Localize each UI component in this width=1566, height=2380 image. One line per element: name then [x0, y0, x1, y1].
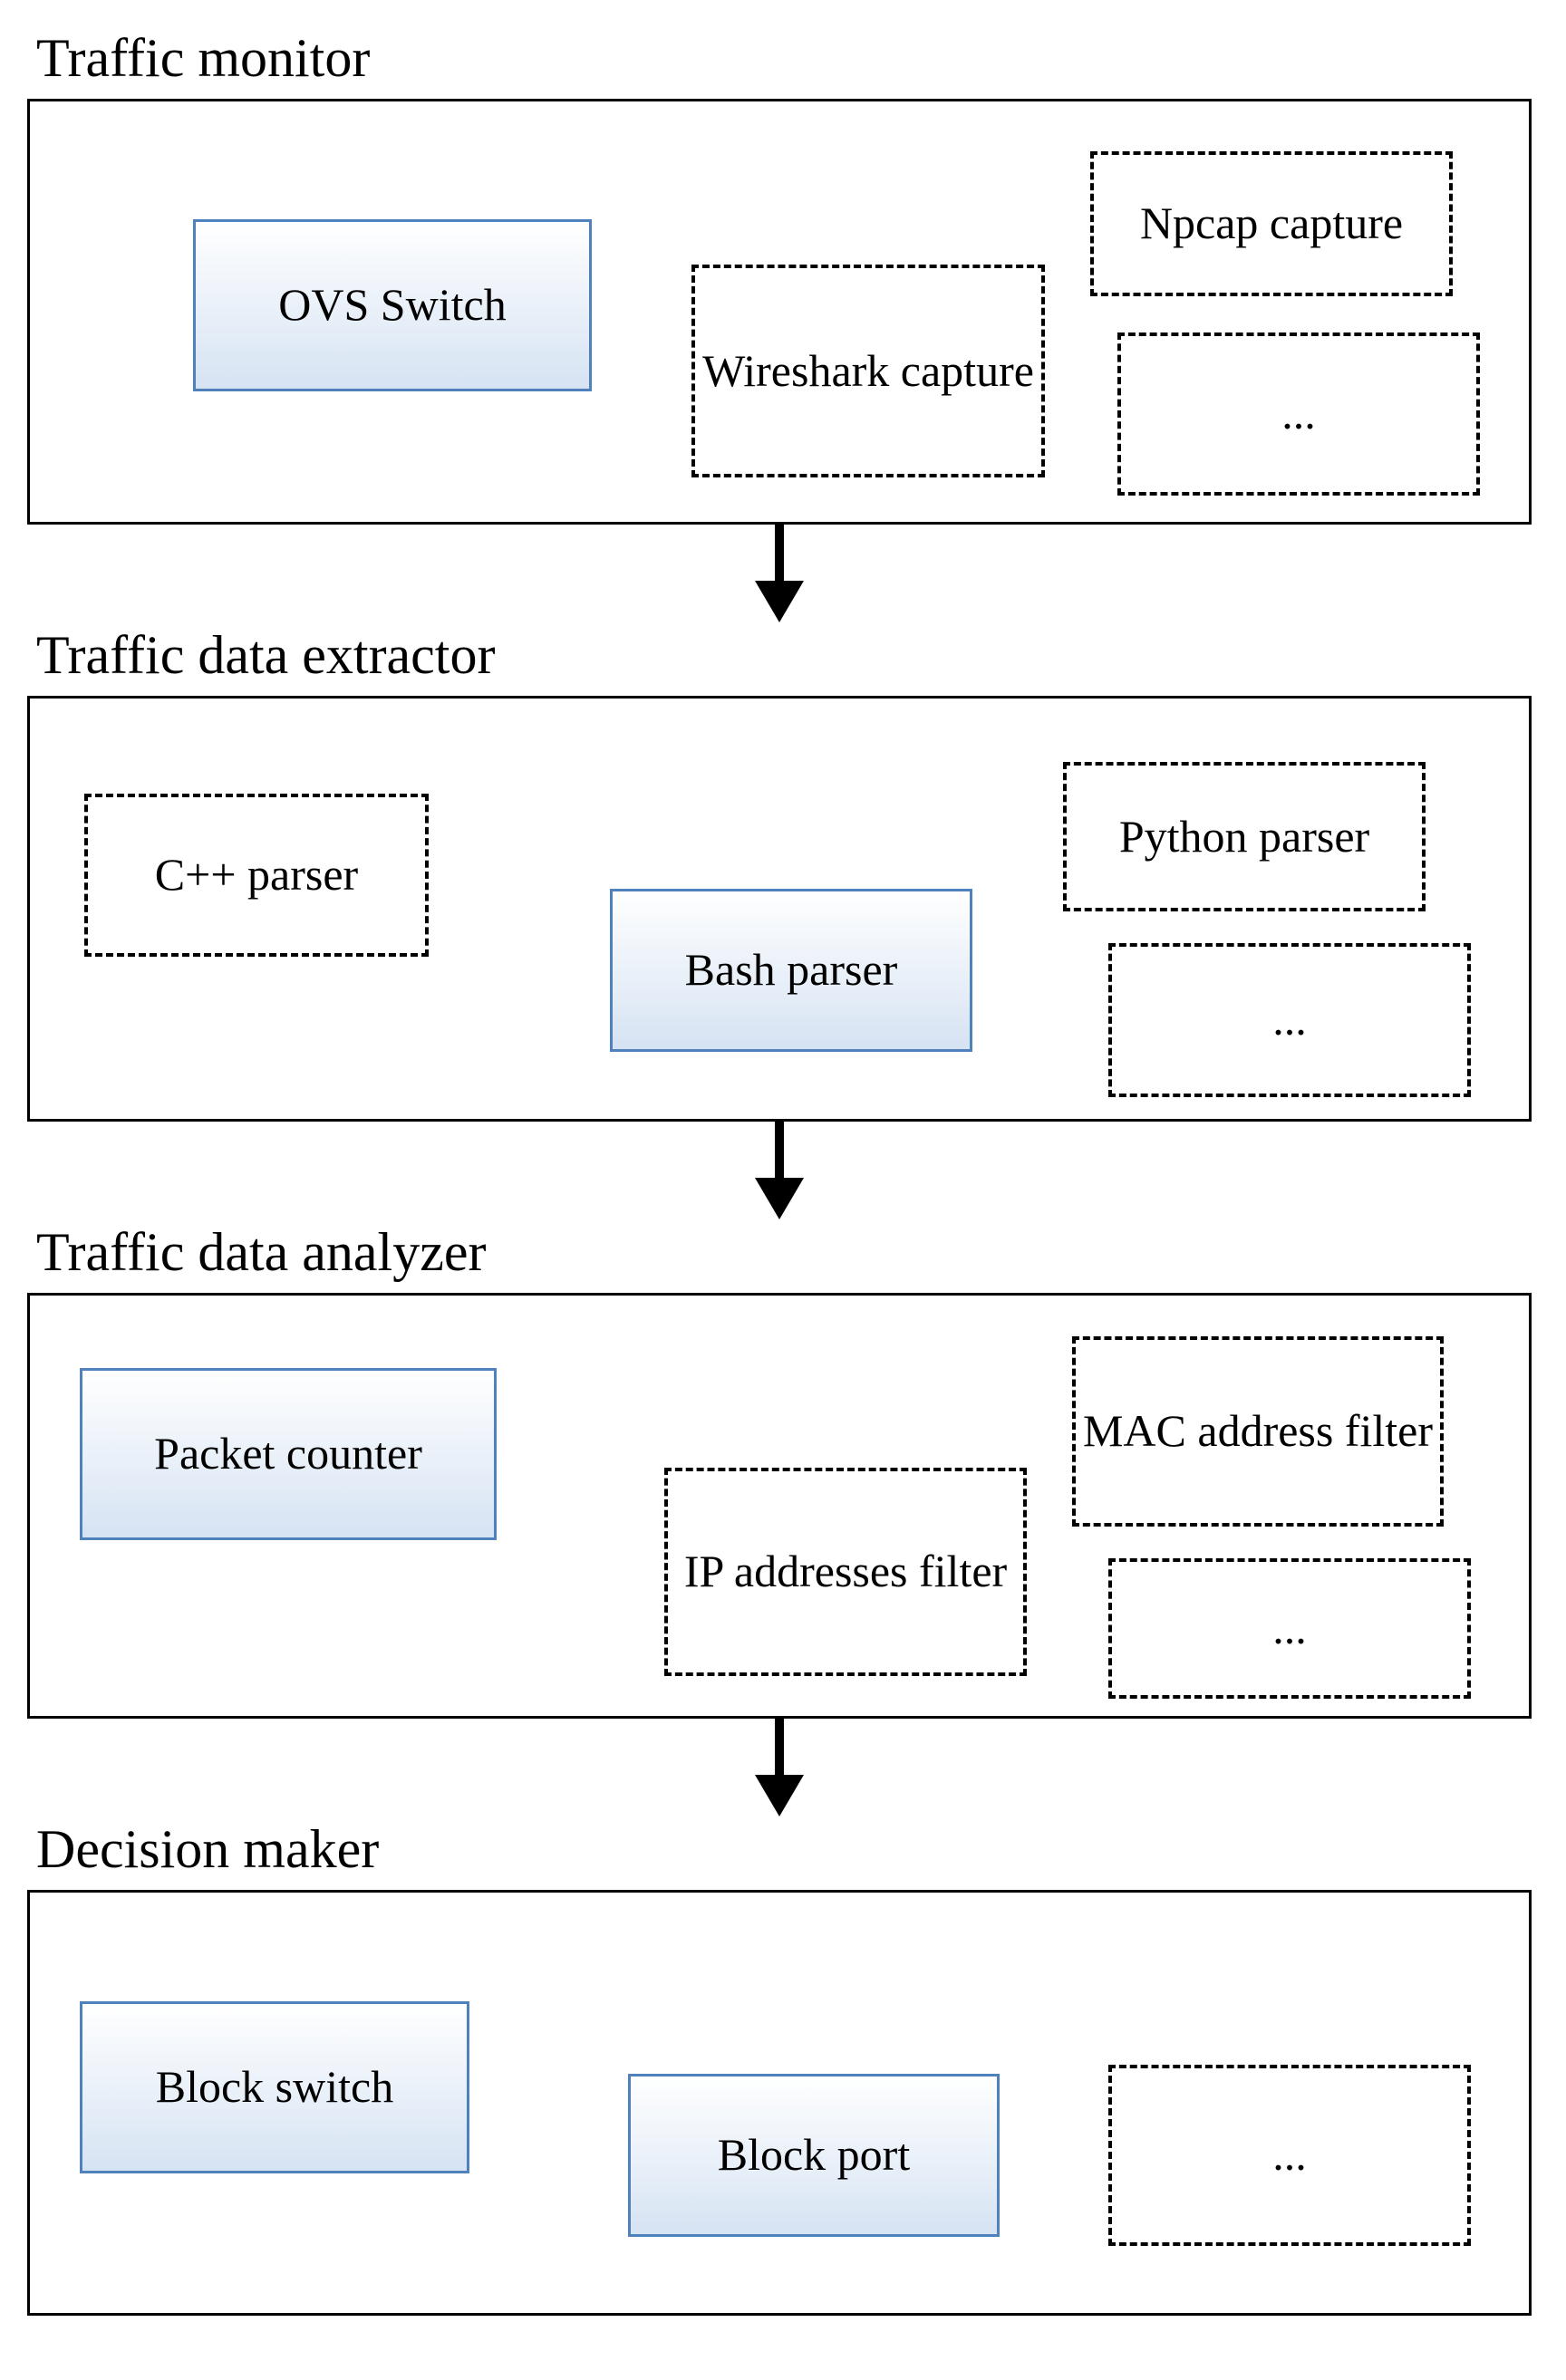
node-more-analyzer: ...	[1108, 1558, 1471, 1699]
panel-traffic-data-extractor: C++ parser Bash parser Python parser ...	[27, 696, 1532, 1122]
node-label: Block port	[718, 2129, 910, 2182]
section-title-traffic-data-analyzer: Traffic data analyzer	[36, 1221, 1539, 1284]
arrow-analyzer-to-decision	[27, 1719, 1532, 1818]
node-label: Block switch	[156, 2061, 393, 2114]
arrow-monitor-to-extractor	[27, 525, 1532, 624]
node-ovs-switch: OVS Switch	[193, 219, 592, 391]
section-title-decision-maker: Decision maker	[36, 1818, 1539, 1881]
arrow-extractor-to-analyzer	[27, 1122, 1532, 1221]
node-label: OVS Switch	[278, 279, 506, 332]
node-label: Bash parser	[685, 944, 898, 997]
node-label: ...	[1272, 1603, 1307, 1655]
node-bash-parser: Bash parser	[610, 889, 972, 1052]
node-label: Npcap capture	[1140, 198, 1403, 250]
node-label: ...	[1281, 388, 1316, 440]
node-mac-address-filter: MAC address filter	[1072, 1336, 1444, 1527]
node-packet-counter: Packet counter	[80, 1368, 497, 1540]
node-block-port: Block port	[628, 2074, 1000, 2237]
node-npcap-capture: Npcap capture	[1090, 151, 1453, 296]
node-label: IP addresses filter	[684, 1546, 1007, 1598]
node-python-parser: Python parser	[1063, 762, 1426, 911]
node-label: MAC address filter	[1083, 1405, 1433, 1458]
node-more-monitor: ...	[1117, 332, 1480, 496]
node-cpp-parser: C++ parser	[84, 794, 429, 957]
node-more-decision: ...	[1108, 2065, 1471, 2246]
node-label: C++ parser	[155, 849, 358, 901]
node-label: Packet counter	[154, 1428, 422, 1480]
section-title-traffic-data-extractor: Traffic data extractor	[36, 624, 1539, 687]
node-label: ...	[1272, 994, 1307, 1046]
node-wireshark-capture: Wireshark capture	[691, 265, 1045, 477]
node-ip-addresses-filter: IP addresses filter	[664, 1468, 1027, 1676]
node-more-parser: ...	[1108, 943, 1471, 1097]
node-block-switch: Block switch	[80, 2001, 469, 2173]
node-label: Python parser	[1119, 811, 1369, 863]
node-label: ...	[1272, 2129, 1307, 2182]
section-title-traffic-monitor: Traffic monitor	[36, 27, 1539, 90]
panel-traffic-data-analyzer: Packet counter IP addresses filter MAC a…	[27, 1293, 1532, 1719]
panel-decision-maker: Block switch Block port ...	[27, 1890, 1532, 2316]
node-label: Wireshark capture	[702, 345, 1034, 398]
panel-traffic-monitor: OVS Switch Wireshark capture Npcap captu…	[27, 99, 1532, 525]
